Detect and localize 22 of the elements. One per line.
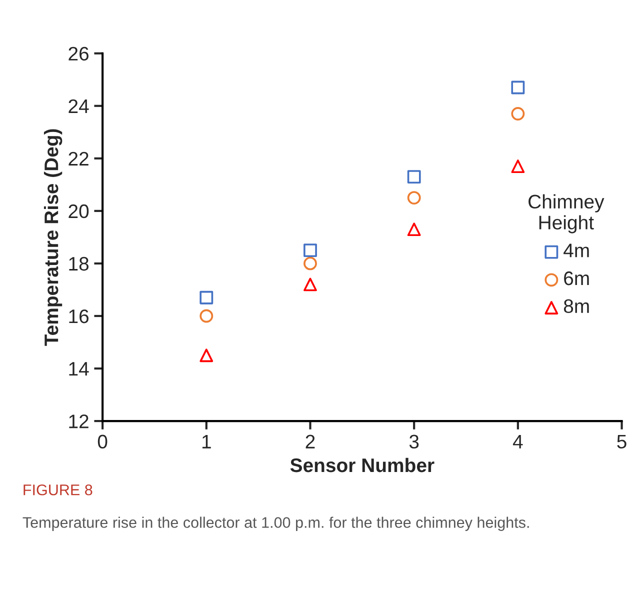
legend-label: 4m <box>564 244 589 258</box>
y-axis-title: Temperature Rise (Deg) <box>44 129 62 346</box>
legend-label: 8m <box>564 299 589 314</box>
y-tick-label: 14 <box>69 362 89 376</box>
text: Temperature rise in the collector at 1.00 p.m. for the three chimney heights. <box>22 516 529 531</box>
caption: FIGURE 8 <box>24 484 92 496</box>
y-tick-label: 20 <box>68 204 89 218</box>
legend-label: 6m <box>564 271 589 286</box>
y-tick-label: 26 <box>68 46 89 61</box>
y-tick-label: 24 <box>68 99 89 113</box>
x-tick-label: 1 <box>202 434 211 448</box>
y-tick-label: 18 <box>69 256 89 271</box>
x-tick-label: 4 <box>512 434 523 448</box>
y-tick-label: 12 <box>69 414 88 428</box>
legend-title: Chimney Height <box>528 194 604 234</box>
y-tick-label: 22 <box>68 152 88 166</box>
y-tick-label: 16 <box>69 309 89 324</box>
x-tick-label: 2 <box>306 434 315 448</box>
x-axis-title: Sensor Number <box>290 458 434 472</box>
x-tick-label: 5 <box>617 434 626 449</box>
x-tick-label: 0 <box>98 434 108 449</box>
x-tick-label: 3 <box>409 434 419 449</box>
